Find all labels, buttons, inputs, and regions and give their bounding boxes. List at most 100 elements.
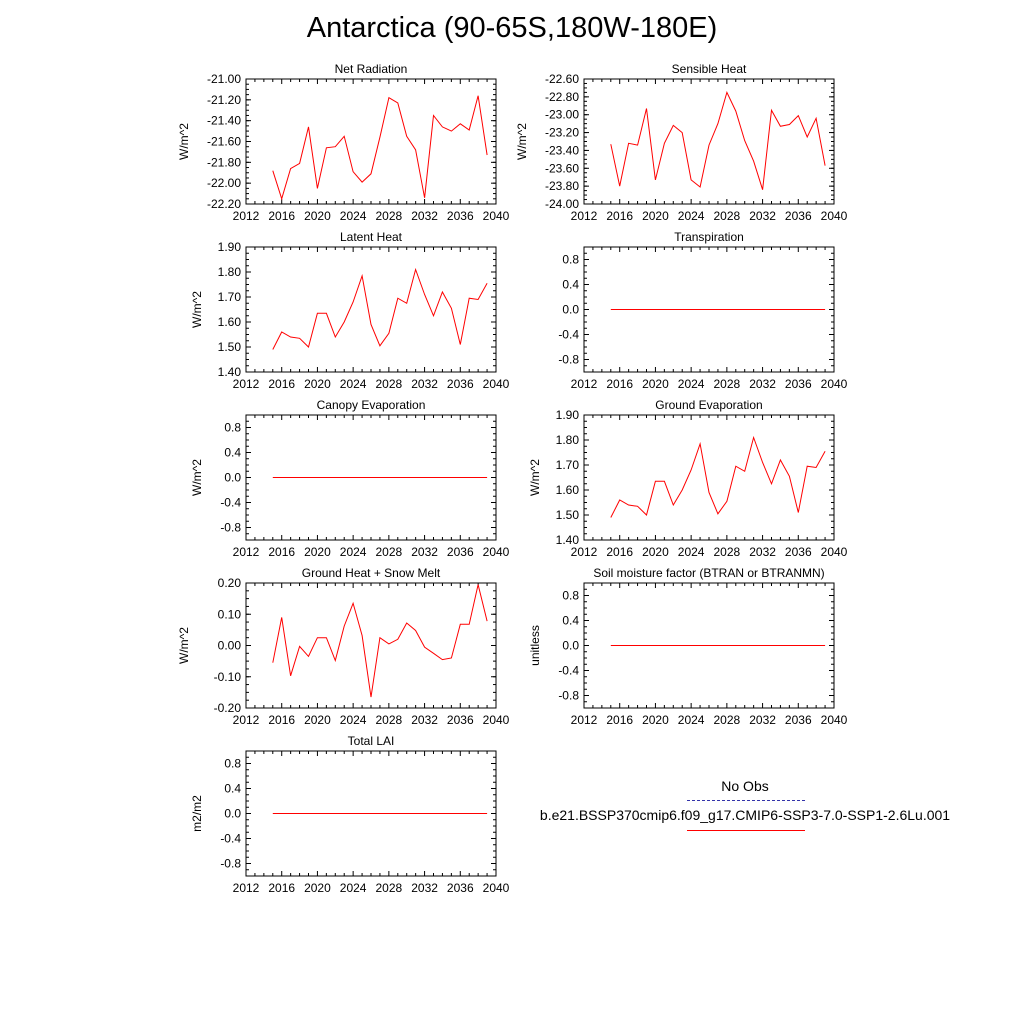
- x-tick-label: 2012: [233, 209, 260, 223]
- y-tick-label: 1.60: [556, 483, 580, 497]
- y-tick-label: 0.8: [562, 253, 579, 267]
- x-tick-label: 2016: [268, 377, 295, 391]
- x-tick-label: 2016: [606, 377, 633, 391]
- y-tick-label: -0.8: [220, 857, 241, 871]
- panel-1: 2012 2016 2020 2024 2028 2032 2036 2040 -22.20 -2…: [177, 62, 510, 223]
- y-tick-label: -23.40: [545, 143, 579, 157]
- x-tick-label: 2020: [642, 377, 669, 391]
- y-tick-label: 0.4: [562, 278, 579, 292]
- plot-frame: [245, 78, 497, 205]
- panel-5: 2012 2016 2020 2024 2028 2032 2036 2040 -0.8 -0.4…: [190, 398, 510, 559]
- x-tick-label: 2016: [268, 209, 295, 223]
- y-tick-label: -22.00: [207, 176, 241, 190]
- x-tick-label: 2036: [447, 713, 474, 727]
- y-tick-label: 1.70: [556, 458, 580, 472]
- y-axis-label: m2/m2: [190, 795, 204, 832]
- y-tick-label: 0.10: [218, 607, 242, 621]
- legend-obs-line: [687, 800, 805, 801]
- x-tick-label: 2024: [340, 545, 367, 559]
- y-tick-label: 1.80: [556, 433, 580, 447]
- panel-7: 2012 2016 2020 2024 2028 2032 2036 2040 -0.20 -0.…: [177, 566, 510, 727]
- x-tick-label: 2032: [411, 545, 438, 559]
- y-tick-label: 1.90: [556, 408, 580, 422]
- y-axis-label: W/m^2: [177, 627, 191, 664]
- y-tick-label: -0.4: [220, 832, 241, 846]
- x-tick-label: 2036: [785, 545, 812, 559]
- x-tick-label: 2028: [376, 881, 403, 895]
- y-tick-label: -0.8: [558, 353, 579, 367]
- y-tick-label: 1.90: [218, 240, 242, 254]
- y-tick-label: -0.20: [214, 701, 242, 715]
- y-tick-label: 1.40: [556, 533, 580, 547]
- x-tick-label: 2036: [447, 209, 474, 223]
- x-tick-label: 2028: [714, 377, 741, 391]
- y-tick-label: 0.0: [562, 639, 579, 653]
- x-tick-label: 2016: [606, 209, 633, 223]
- y-tick-label: 0.8: [562, 589, 579, 603]
- panel-title: Ground Heat + Snow Melt: [302, 566, 441, 580]
- x-tick-label: 2032: [411, 209, 438, 223]
- panel-title: Latent Heat: [340, 230, 403, 244]
- y-tick-label: 1.50: [556, 508, 580, 522]
- x-tick-label: 2020: [642, 713, 669, 727]
- y-tick-label: -0.4: [220, 496, 241, 510]
- legend-model-label: b.e21.BSSP370cmip6.f09_g17.CMIP6-SSP3-7.…: [539, 807, 951, 823]
- y-axis-label: unitless: [528, 625, 542, 666]
- x-tick-label: 2028: [714, 209, 741, 223]
- x-tick-label: 2036: [785, 377, 812, 391]
- x-tick-label: 2032: [749, 209, 776, 223]
- x-tick-label: 2016: [268, 713, 295, 727]
- x-tick-label: 2040: [483, 377, 510, 391]
- y-tick-label: -21.60: [207, 135, 241, 149]
- panel-8: 2012 2016 2020 2024 2028 2032 2036 2040 -0.8 -0.4…: [528, 566, 848, 727]
- y-tick-label: -23.80: [545, 179, 579, 193]
- x-tick-label: 2040: [483, 881, 510, 895]
- x-tick-label: 2040: [821, 713, 848, 727]
- x-tick-label: 2020: [642, 209, 669, 223]
- legend-model-line: [687, 830, 805, 831]
- plot-frame: [583, 414, 835, 541]
- x-tick-label: 2024: [340, 377, 367, 391]
- x-tick-label: 2024: [340, 209, 367, 223]
- y-tick-label: 0.4: [562, 614, 579, 628]
- y-tick-label: 0.0: [562, 303, 579, 317]
- x-tick-label: 2040: [483, 713, 510, 727]
- x-tick-label: 2036: [447, 881, 474, 895]
- panel-3: 2012 2016 2020 2024 2028 2032 2036 2040 1.40 1.50…: [190, 230, 510, 391]
- y-tick-label: -22.60: [545, 72, 579, 86]
- y-tick-label: -21.80: [207, 155, 241, 169]
- x-tick-label: 2020: [304, 545, 331, 559]
- y-tick-label: 1.50: [218, 340, 242, 354]
- y-tick-label: -0.4: [558, 328, 579, 342]
- x-tick-label: 2012: [571, 545, 598, 559]
- x-tick-label: 2020: [304, 377, 331, 391]
- panel-2: 2012 2016 2020 2024 2028 2032 2036 2040 -24.00 -2…: [515, 62, 848, 223]
- x-tick-label: 2032: [411, 713, 438, 727]
- y-axis-label: W/m^2: [190, 459, 204, 496]
- y-tick-label: -21.00: [207, 72, 241, 86]
- series-line: [272, 584, 488, 698]
- series-line: [610, 435, 826, 518]
- y-tick-label: 0.0: [224, 807, 241, 821]
- y-tick-label: 0.4: [224, 782, 241, 796]
- x-tick-label: 2040: [483, 545, 510, 559]
- x-tick-label: 2040: [483, 209, 510, 223]
- x-tick-label: 2020: [304, 881, 331, 895]
- y-tick-label: -0.4: [558, 664, 579, 678]
- panel-title: Soil moisture factor (BTRAN or BTRANMN): [593, 566, 824, 580]
- y-tick-label: -23.20: [545, 126, 579, 140]
- y-axis-label: W/m^2: [515, 123, 529, 160]
- x-tick-label: 2024: [678, 209, 705, 223]
- y-tick-label: -23.00: [545, 108, 579, 122]
- plot-frame: [245, 246, 497, 373]
- x-tick-label: 2032: [749, 377, 776, 391]
- y-tick-label: 0.4: [224, 446, 241, 460]
- panel-title: Transpiration: [674, 230, 744, 244]
- panel-title: Ground Evaporation: [655, 398, 762, 412]
- panel-4: 2012 2016 2020 2024 2028 2032 2036 2040 -0.8 -0.4…: [558, 230, 847, 391]
- x-tick-label: 2012: [233, 713, 260, 727]
- x-tick-label: 2016: [268, 881, 295, 895]
- x-tick-label: 2032: [749, 545, 776, 559]
- x-tick-label: 2020: [304, 713, 331, 727]
- x-tick-label: 2012: [571, 713, 598, 727]
